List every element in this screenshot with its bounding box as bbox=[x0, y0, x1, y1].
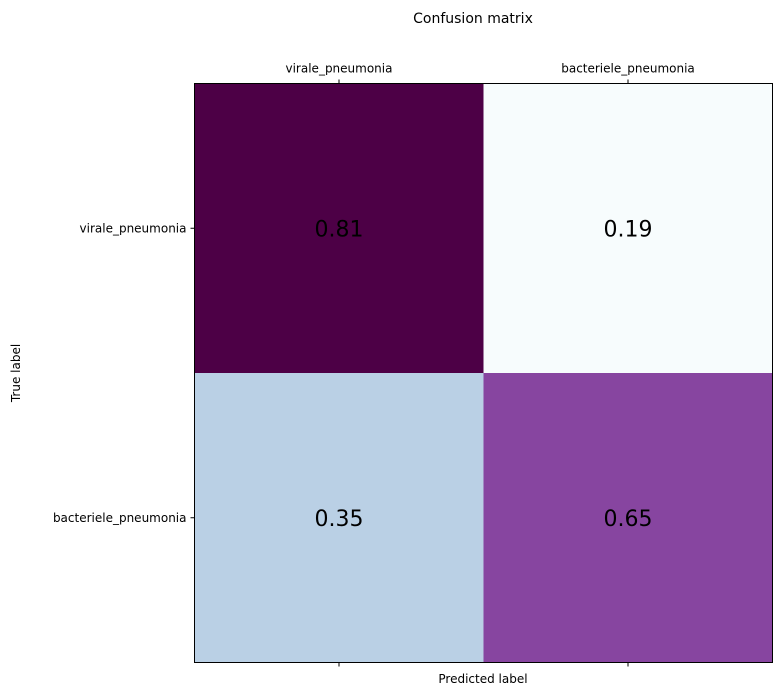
x-tick-label-1: bacteriele_pneumonia bbox=[561, 62, 695, 76]
y-tick-label-1: bacteriele_pneumonia bbox=[53, 511, 187, 525]
chart-title: Confusion matrix bbox=[413, 11, 533, 27]
cell-value-label-1-0: 0.35 bbox=[315, 507, 364, 532]
x-axis-label: Predicted label bbox=[438, 672, 527, 686]
cell-value-label-0-1: 0.19 bbox=[604, 217, 653, 242]
heatmap-cell-0-0 bbox=[194, 83, 484, 373]
heatmap-cell-1-0 bbox=[194, 373, 484, 663]
heatmap-cell-0-1 bbox=[483, 83, 773, 373]
cell-value-label-0-0: 0.81 bbox=[315, 217, 364, 242]
heatmap-cell-1-1 bbox=[483, 373, 773, 663]
x-tick-label-0: virale_pneumonia bbox=[286, 62, 393, 76]
plot-frame bbox=[194, 83, 773, 663]
cell-value-label-1-1: 0.65 bbox=[604, 507, 653, 532]
axis-ticks: virale_pneumonia bacteriele_pneumoniavira… bbox=[53, 62, 695, 667]
y-axis-label: True label bbox=[9, 344, 23, 403]
y-tick-label-0: virale_pneumonia bbox=[80, 221, 187, 235]
heatmap-cells bbox=[194, 83, 773, 663]
heatmap-cell-labels: 0.81 0.19 0.35 0.65 bbox=[315, 217, 653, 532]
